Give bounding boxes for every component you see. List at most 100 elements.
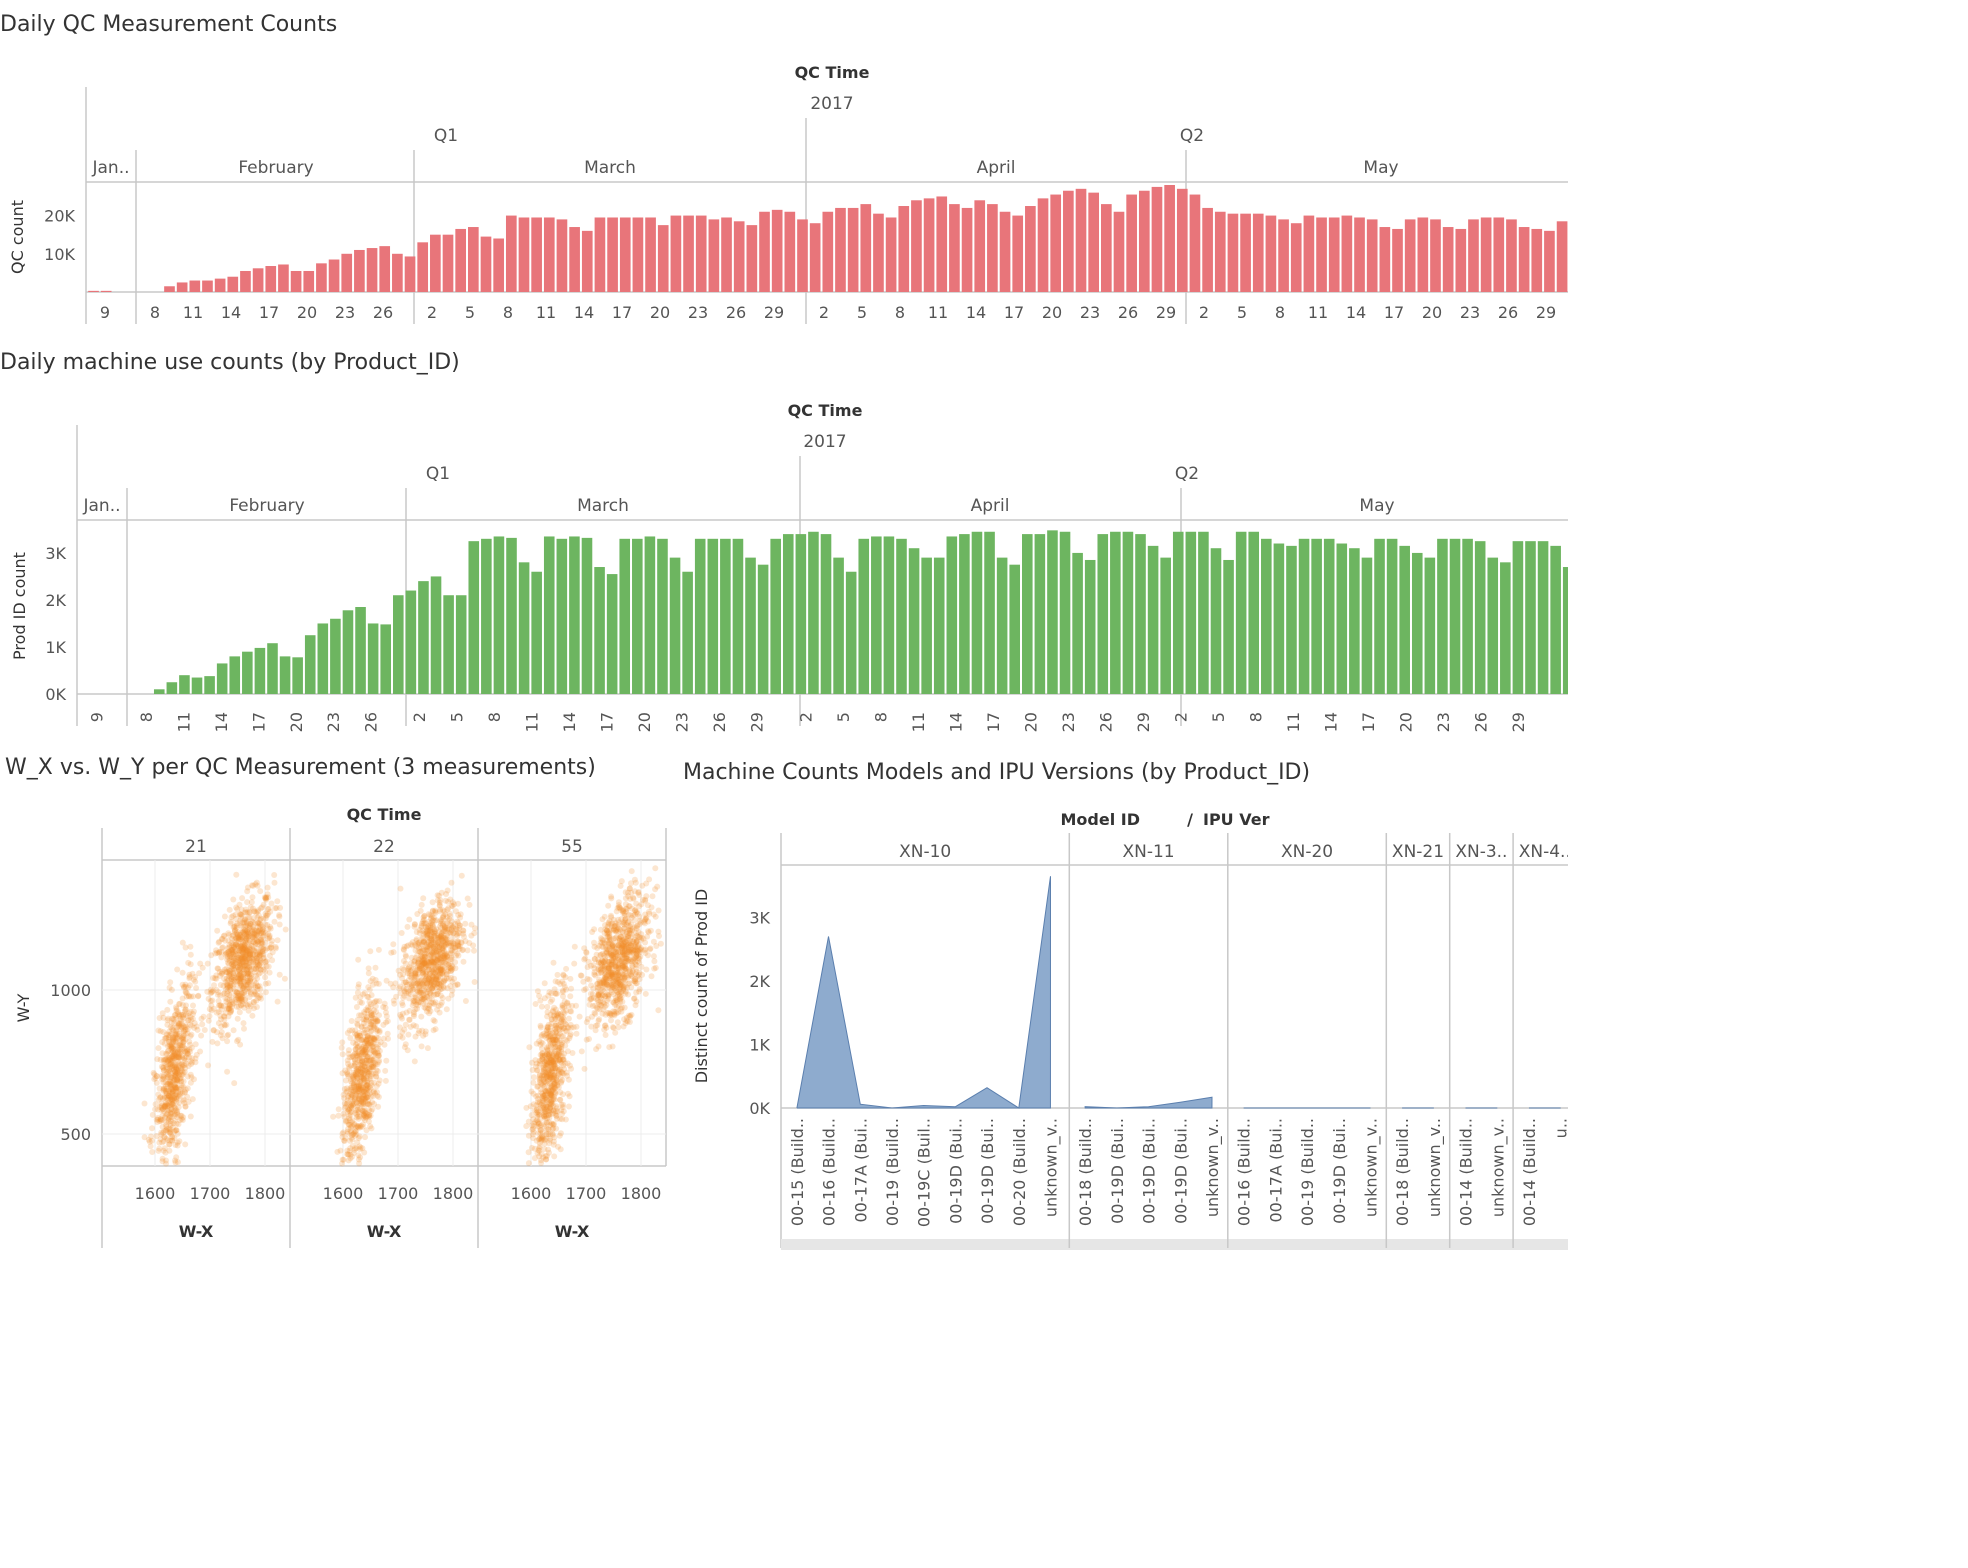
- bar[interactable]: [1034, 534, 1046, 694]
- bar[interactable]: [518, 217, 530, 292]
- bar[interactable]: [292, 657, 303, 694]
- bar[interactable]: [797, 219, 808, 292]
- bar[interactable]: [873, 213, 884, 292]
- bar[interactable]: [746, 225, 758, 292]
- bar[interactable]: [1550, 545, 1561, 694]
- bar[interactable]: [959, 534, 970, 694]
- bar[interactable]: [367, 623, 379, 694]
- bar[interactable]: [1386, 538, 1398, 694]
- bar[interactable]: [354, 249, 365, 292]
- bar[interactable]: [505, 215, 517, 292]
- bar[interactable]: [1525, 541, 1536, 694]
- bar[interactable]: [1278, 219, 1289, 292]
- bar[interactable]: [1265, 215, 1277, 292]
- bar[interactable]: [996, 557, 1008, 694]
- bar[interactable]: [921, 557, 932, 694]
- bar[interactable]: [1110, 531, 1121, 694]
- bar[interactable]: [1261, 538, 1272, 694]
- bar[interactable]: [971, 531, 983, 694]
- bar[interactable]: [606, 574, 618, 694]
- bar[interactable]: [1050, 194, 1062, 292]
- bar[interactable]: [845, 571, 857, 694]
- bar[interactable]: [202, 280, 213, 292]
- bar[interactable]: [1411, 552, 1423, 694]
- bar[interactable]: [1303, 215, 1315, 292]
- bar[interactable]: [480, 236, 492, 292]
- bar[interactable]: [949, 204, 960, 292]
- bar[interactable]: [847, 207, 859, 292]
- bar[interactable]: [721, 217, 732, 292]
- bar[interactable]: [392, 253, 403, 292]
- bar[interactable]: [506, 537, 517, 694]
- bar[interactable]: [1138, 190, 1150, 292]
- bar[interactable]: [455, 595, 467, 694]
- bar[interactable]: [1235, 531, 1247, 694]
- bar[interactable]: [556, 538, 568, 694]
- bar[interactable]: [732, 538, 744, 694]
- bar[interactable]: [214, 278, 226, 292]
- bar[interactable]: [493, 536, 505, 694]
- bar[interactable]: [164, 286, 175, 292]
- bar[interactable]: [1122, 531, 1134, 694]
- bar[interactable]: [871, 536, 882, 694]
- bar[interactable]: [885, 217, 897, 292]
- bar[interactable]: [1437, 538, 1448, 694]
- bar[interactable]: [1531, 228, 1543, 292]
- bar[interactable]: [1185, 531, 1197, 694]
- bar[interactable]: [581, 537, 593, 694]
- bar[interactable]: [987, 204, 998, 292]
- bar[interactable]: [936, 196, 948, 292]
- bar[interactable]: [1063, 190, 1074, 292]
- bar[interactable]: [657, 225, 669, 292]
- bar[interactable]: [1252, 213, 1264, 292]
- bar[interactable]: [1455, 228, 1467, 292]
- bar[interactable]: [468, 227, 479, 292]
- bar[interactable]: [379, 246, 391, 292]
- bar[interactable]: [961, 207, 973, 292]
- bar[interactable]: [341, 253, 353, 292]
- bar[interactable]: [1214, 211, 1226, 292]
- bar[interactable]: [808, 531, 819, 694]
- bar[interactable]: [569, 536, 580, 694]
- bar[interactable]: [1113, 211, 1125, 292]
- bar[interactable]: [911, 200, 922, 292]
- bar[interactable]: [404, 256, 416, 292]
- bar[interactable]: [303, 270, 315, 292]
- bar[interactable]: [1160, 557, 1171, 694]
- bar[interactable]: [191, 677, 203, 694]
- bar[interactable]: [1354, 217, 1365, 292]
- bar[interactable]: [556, 219, 568, 292]
- bar[interactable]: [694, 538, 706, 694]
- bar[interactable]: [355, 607, 366, 694]
- area-series[interactable]: [796, 876, 1051, 1109]
- bar[interactable]: [242, 651, 253, 694]
- bar[interactable]: [707, 538, 719, 694]
- bar[interactable]: [366, 248, 378, 292]
- bar[interactable]: [1544, 230, 1555, 292]
- bar[interactable]: [683, 215, 694, 292]
- bar[interactable]: [1399, 545, 1410, 694]
- bar[interactable]: [757, 564, 769, 694]
- bar[interactable]: [316, 263, 327, 292]
- bar[interactable]: [1009, 564, 1020, 694]
- bar[interactable]: [619, 538, 631, 694]
- bar[interactable]: [1462, 538, 1473, 694]
- bar[interactable]: [493, 238, 504, 293]
- bar[interactable]: [607, 217, 618, 292]
- bar[interactable]: [632, 538, 643, 694]
- bar[interactable]: [1480, 217, 1492, 292]
- bar[interactable]: [176, 282, 188, 292]
- bar[interactable]: [645, 217, 656, 292]
- bar[interactable]: [1248, 531, 1260, 694]
- bar[interactable]: [317, 623, 329, 694]
- bar[interactable]: [569, 227, 580, 292]
- bar[interactable]: [974, 200, 986, 292]
- bar[interactable]: [695, 215, 707, 292]
- bar[interactable]: [644, 536, 656, 694]
- bar[interactable]: [1147, 545, 1159, 694]
- bar[interactable]: [1336, 543, 1348, 694]
- bar[interactable]: [1311, 538, 1322, 694]
- bar[interactable]: [809, 223, 821, 292]
- bar[interactable]: [443, 595, 454, 694]
- bar[interactable]: [430, 576, 442, 694]
